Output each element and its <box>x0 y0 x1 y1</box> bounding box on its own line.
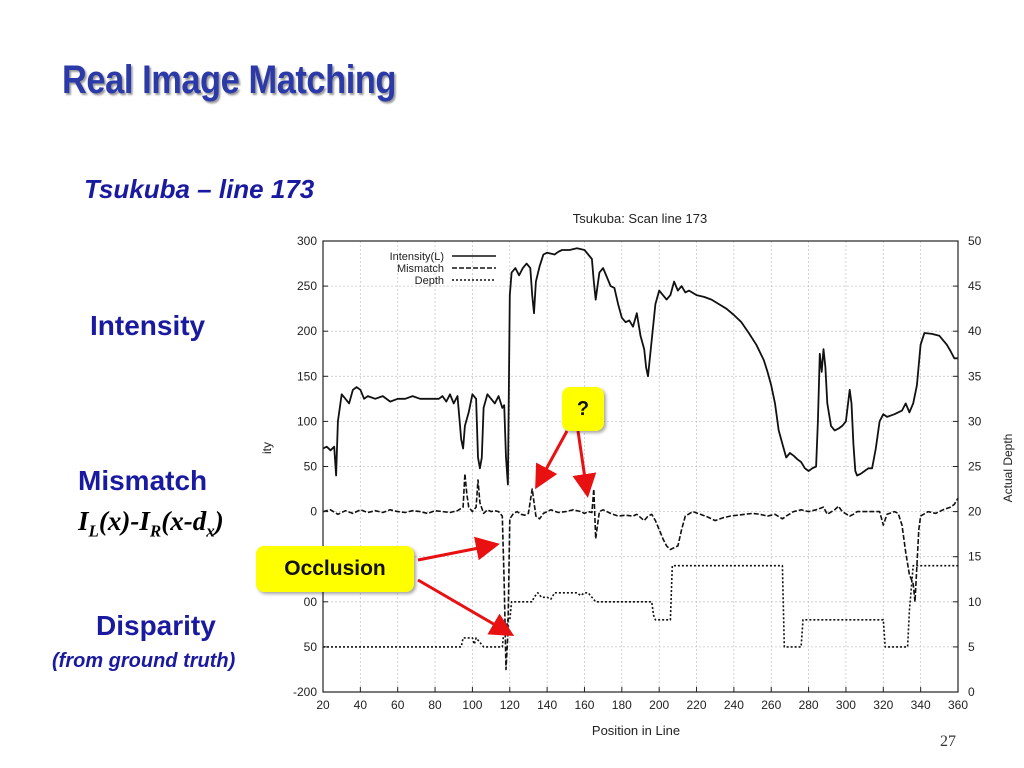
occlusion-arrow-1 <box>417 536 500 562</box>
series-depth <box>323 564 958 648</box>
legend-label: Mismatch <box>397 263 444 275</box>
legend-label: Intensity(L) <box>390 251 444 263</box>
x-tick-label: 160 <box>574 698 594 712</box>
series-intensity-l <box>322 247 958 486</box>
y-right-tick-label: 50 <box>968 234 982 248</box>
y-left-tick-label: 50 <box>304 460 318 474</box>
x-tick-label: 240 <box>724 698 744 712</box>
x-tick-label: 80 <box>428 698 442 712</box>
x-tick-label: 220 <box>687 698 707 712</box>
legend-label: Depth <box>415 275 444 287</box>
chart-subtitle: Tsukuba – line 173 <box>84 174 315 204</box>
slide-title: Real Image Matching <box>62 58 397 102</box>
x-tick-label: 300 <box>836 698 856 712</box>
chart-series <box>322 247 959 671</box>
y-right-tick-label: 40 <box>968 324 982 338</box>
x-tick-label: 360 <box>948 698 968 712</box>
y-left-tick-label: -200 <box>293 685 317 699</box>
question-callout: ? <box>562 387 604 431</box>
mismatch-label: Mismatch <box>78 465 208 496</box>
y-left-tick-label: 50 <box>304 640 318 654</box>
y-right-tick-label: 0 <box>968 685 975 699</box>
occlusion-callout: Occlusion <box>256 546 414 592</box>
x-tick-label: 200 <box>649 698 669 712</box>
x-tick-label: 140 <box>537 698 557 712</box>
occlusion-arrow-2 <box>417 578 515 637</box>
y-left-tick-label: 200 <box>297 324 317 338</box>
x-axis-label: Position in Line <box>592 723 680 738</box>
chart-title: Tsukuba: Scan line 173 <box>573 211 707 226</box>
y-right-tick-label: 30 <box>968 414 982 428</box>
question-arrow-1 <box>535 430 569 490</box>
x-tick-label: 320 <box>873 698 893 712</box>
disparity-label: Disparity <box>96 610 216 641</box>
mismatch-formula: IL(x)-IR(x-dx) <box>78 506 224 541</box>
x-tick-label: 100 <box>462 698 482 712</box>
x-tick-label: 40 <box>354 698 368 712</box>
plot-frame <box>322 240 959 693</box>
y-right-tick-label: 5 <box>968 640 975 654</box>
y-left-tick-label: 300 <box>297 234 317 248</box>
x-tick-label: 180 <box>612 698 632 712</box>
y-right-tick-label: 35 <box>968 369 982 383</box>
y-right-tick-label: 25 <box>968 460 982 474</box>
y-left-tick-label: 0 <box>310 505 317 519</box>
y-right-tick-label: 45 <box>968 279 982 293</box>
x-tick-label: 260 <box>761 698 781 712</box>
y-right-tick-label: 20 <box>968 505 982 519</box>
chart-axes: 20 40 60 80 100 120 140 160 180 200 220 240 260 280 30… <box>293 234 982 712</box>
y-left-tick-label: 250 <box>297 279 317 293</box>
question-arrow-2 <box>572 430 597 498</box>
disparity-note: (from ground truth) <box>52 650 236 672</box>
y-left-tick-label: 100 <box>297 414 317 428</box>
y-left-tick-label: 150 <box>297 369 317 383</box>
x-tick-label: 20 <box>316 698 330 712</box>
x-tick-label: 280 <box>799 698 819 712</box>
chart-grid <box>322 240 959 693</box>
y-axis-right-label: Actual Depth <box>1001 434 1015 503</box>
x-tick-label: 60 <box>391 698 405 712</box>
y-axis-left-label: ity <box>260 442 274 454</box>
intensity-label: Intensity <box>90 310 206 341</box>
y-right-tick-label: 15 <box>968 550 982 564</box>
x-tick-label: 120 <box>500 698 520 712</box>
annotation-arrows <box>417 430 597 637</box>
x-tick-label: 340 <box>911 698 931 712</box>
y-right-tick-label: 10 <box>968 595 982 609</box>
y-left-tick-label: 00 <box>304 595 318 609</box>
page-number: 27 <box>940 733 956 750</box>
